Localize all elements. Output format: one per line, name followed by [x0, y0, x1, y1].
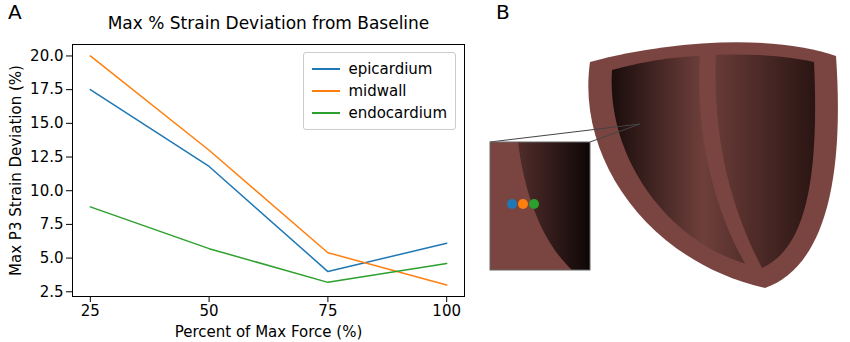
svg-text:20.0: 20.0: [30, 47, 63, 65]
svg-text:Max % Strain Deviation from Ba: Max % Strain Deviation from Baseline: [108, 13, 430, 33]
html-text:epicardium: epicardium: [348, 60, 433, 78]
svg-text:7.5: 7.5: [40, 215, 64, 233]
svg-text:10.0: 10.0: [30, 182, 63, 200]
svg-text:5.0: 5.0: [40, 249, 64, 267]
svg-text:12.5: 12.5: [30, 148, 63, 166]
html-text:B: B: [496, 0, 510, 24]
html-text:midwall: midwall: [348, 82, 407, 100]
html-text:A: A: [8, 0, 22, 24]
svg-text:50: 50: [200, 302, 219, 320]
svg-text:100: 100: [432, 302, 461, 320]
svg-text:17.5: 17.5: [30, 80, 63, 98]
svg-text:Percent of Max Force (%): Percent of Max Force (%): [175, 323, 363, 341]
html-text:endocardium: endocardium: [348, 104, 447, 122]
svg-text:25: 25: [81, 302, 100, 320]
svg-text:2.5: 2.5: [40, 283, 64, 301]
svg-text:Max P3 Strain Deviation (%): Max P3 Strain Deviation (%): [7, 65, 25, 276]
svg-text:15.0: 15.0: [30, 114, 63, 132]
svg-text:75: 75: [318, 302, 337, 320]
